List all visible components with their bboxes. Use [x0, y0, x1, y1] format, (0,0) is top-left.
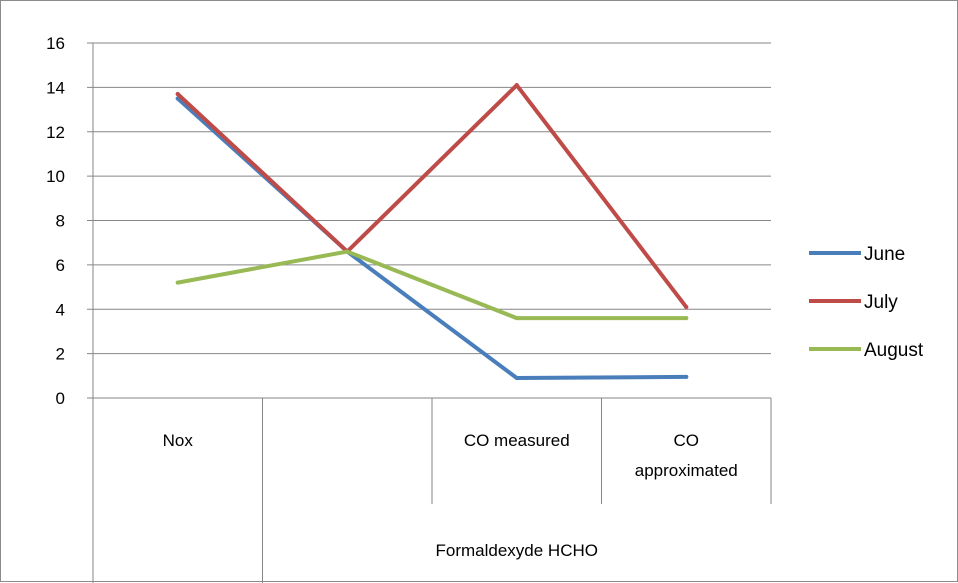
y-tick-label-0: 0	[56, 389, 65, 408]
y-tick-label-10: 10	[46, 167, 65, 186]
legend-label-june: June	[864, 244, 905, 265]
gridlines	[93, 42, 771, 355]
series-line-august	[175, 249, 689, 321]
data-point-august-1	[345, 249, 350, 254]
series-lines	[175, 83, 689, 381]
data-point-july-2	[514, 83, 519, 88]
y-tick-label-6: 6	[56, 256, 65, 275]
legend-label-july: July	[864, 292, 898, 313]
legend-label-august: August	[864, 340, 924, 361]
y-tick-label-16: 16	[46, 34, 65, 53]
y-tick-label-14: 14	[46, 78, 65, 97]
data-point-july-0	[175, 92, 180, 97]
data-point-july-3	[684, 305, 689, 310]
category-label-nox: Nox	[163, 431, 194, 450]
y-tick-labels: 0 2 4 6 8 10 12 14 16	[46, 34, 65, 408]
data-point-august-2	[514, 316, 519, 321]
y-tick-label-8: 8	[56, 212, 65, 231]
y-tick-label-12: 12	[46, 123, 65, 142]
y-tick-label-2: 2	[56, 345, 65, 364]
category-label-co-measured: CO measured	[464, 431, 570, 450]
category-group-label-formaldexyde-hcho: Formaldexyde HCHO	[436, 541, 599, 560]
axes	[87, 42, 772, 583]
legend: June July August	[809, 244, 924, 361]
data-point-august-0	[175, 280, 180, 285]
data-point-june-2	[514, 376, 519, 381]
category-labels: Nox CO measured CO approximated Formaldexyde…	[163, 431, 738, 560]
series-line-july	[175, 83, 689, 310]
data-point-august-3	[684, 316, 689, 321]
category-label-co-approximated-0: CO	[674, 431, 700, 450]
y-tick-label-4: 4	[56, 300, 65, 319]
series-line-june	[175, 96, 689, 381]
category-label-co-approximated-1: approximated	[635, 461, 738, 480]
data-point-june-3	[684, 374, 689, 379]
